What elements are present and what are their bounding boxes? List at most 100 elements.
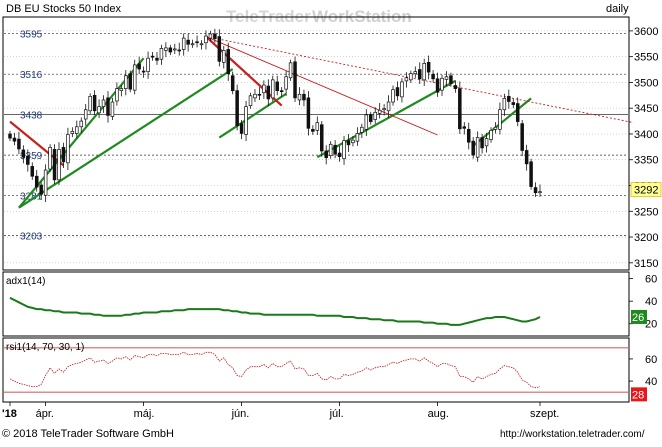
x-axis-label: szept. [530,408,559,420]
candle-body [360,126,364,133]
candle-body [315,122,320,131]
rsi-line [9,351,541,389]
candle-body [507,95,511,102]
candle-body [217,36,222,62]
candle-body [355,133,360,142]
level-label: 3516 [20,70,43,81]
candle-body [449,75,453,84]
candle-body [279,90,284,93]
candle-body [101,99,106,107]
candle-body [409,73,413,81]
price-axis-label: 3150 [634,258,658,270]
candle-body [293,61,297,99]
adx-line [9,296,541,326]
candle-body [342,140,346,160]
rsi-axis-label: 60 [645,354,657,366]
rsi-value-badge [631,387,647,402]
candle-body [297,93,302,101]
candle-body [458,88,462,130]
candle-body [266,85,271,100]
price-axis-label: 3600 [634,26,658,38]
level-label: 3595 [20,29,43,40]
candle-body [382,108,386,111]
candle-body [511,102,516,105]
candle-body [262,84,266,94]
candle-body [493,126,498,130]
level-label: 3203 [20,231,43,242]
candle-body [484,138,489,147]
candle-body [137,63,141,70]
level-label: 3438 [20,110,43,121]
candle-body [284,76,288,90]
green-trendline [18,57,145,209]
candle-body [79,120,84,128]
adx-indicator-label: adx1(14) [6,276,45,287]
candle-body [164,47,168,51]
candle-body [320,124,324,152]
candle-body [253,93,257,99]
candle-body [190,43,195,46]
candle-body [181,37,186,50]
candle-body [30,166,35,177]
candle-body [119,88,124,92]
candle-body [159,48,164,60]
candle-body [146,57,150,72]
red-trendline [205,36,634,124]
candle-body [391,89,395,103]
candle-body [213,33,217,39]
candle-body [186,39,190,45]
candle-body [235,90,239,127]
candle-body [12,137,17,142]
candle-body [244,106,248,135]
candle-body [177,49,181,52]
rsi-axis-label: 40 [645,376,657,388]
candle-body [239,123,244,134]
candle-body [106,97,110,116]
candle-body [230,75,235,92]
candle-body [92,94,97,112]
x-axis-label: júl. [329,408,344,420]
adx-panel [2,271,630,337]
candle-body [444,76,449,80]
red-trendline [205,35,283,107]
level-label: 3359 [20,151,43,162]
source-url: http://workstation.teletrader.com/ [500,429,645,440]
candle-body [533,187,538,194]
x-axis-label: jún. [231,408,250,420]
candle-body [61,147,66,163]
price-panel [2,16,630,271]
candle-body [8,133,12,139]
candle-body [431,73,435,80]
candle-body [257,93,262,96]
candle-body [150,55,155,58]
candle-body [311,128,315,132]
candle-body [222,50,226,63]
price-axis-label: 3350 [634,155,658,167]
candle-body [395,87,400,97]
candle-body [271,79,275,99]
candle-body [435,78,440,93]
x-axis-label: ápr. [36,408,54,420]
candle-body [440,77,444,91]
adx-last-value: 26 [632,312,644,324]
candle-body [373,111,377,120]
x-axis-label: aug. [428,408,449,420]
candle-body [208,33,213,39]
candle-body [48,147,52,170]
candle-body [75,126,79,134]
interval-label: daily [606,3,629,15]
candle-body [502,98,507,111]
price-axis-label: 3450 [634,103,658,115]
candle-body [422,63,426,81]
candle-body [52,149,57,181]
candle-body [115,88,119,102]
candle-body [520,123,524,151]
candle-body [88,95,92,112]
candle-body [480,137,484,149]
candle-body [489,130,493,140]
candle-body [337,152,342,157]
candle-body [498,109,502,130]
candle-body [173,48,177,51]
candle-body [306,97,311,129]
